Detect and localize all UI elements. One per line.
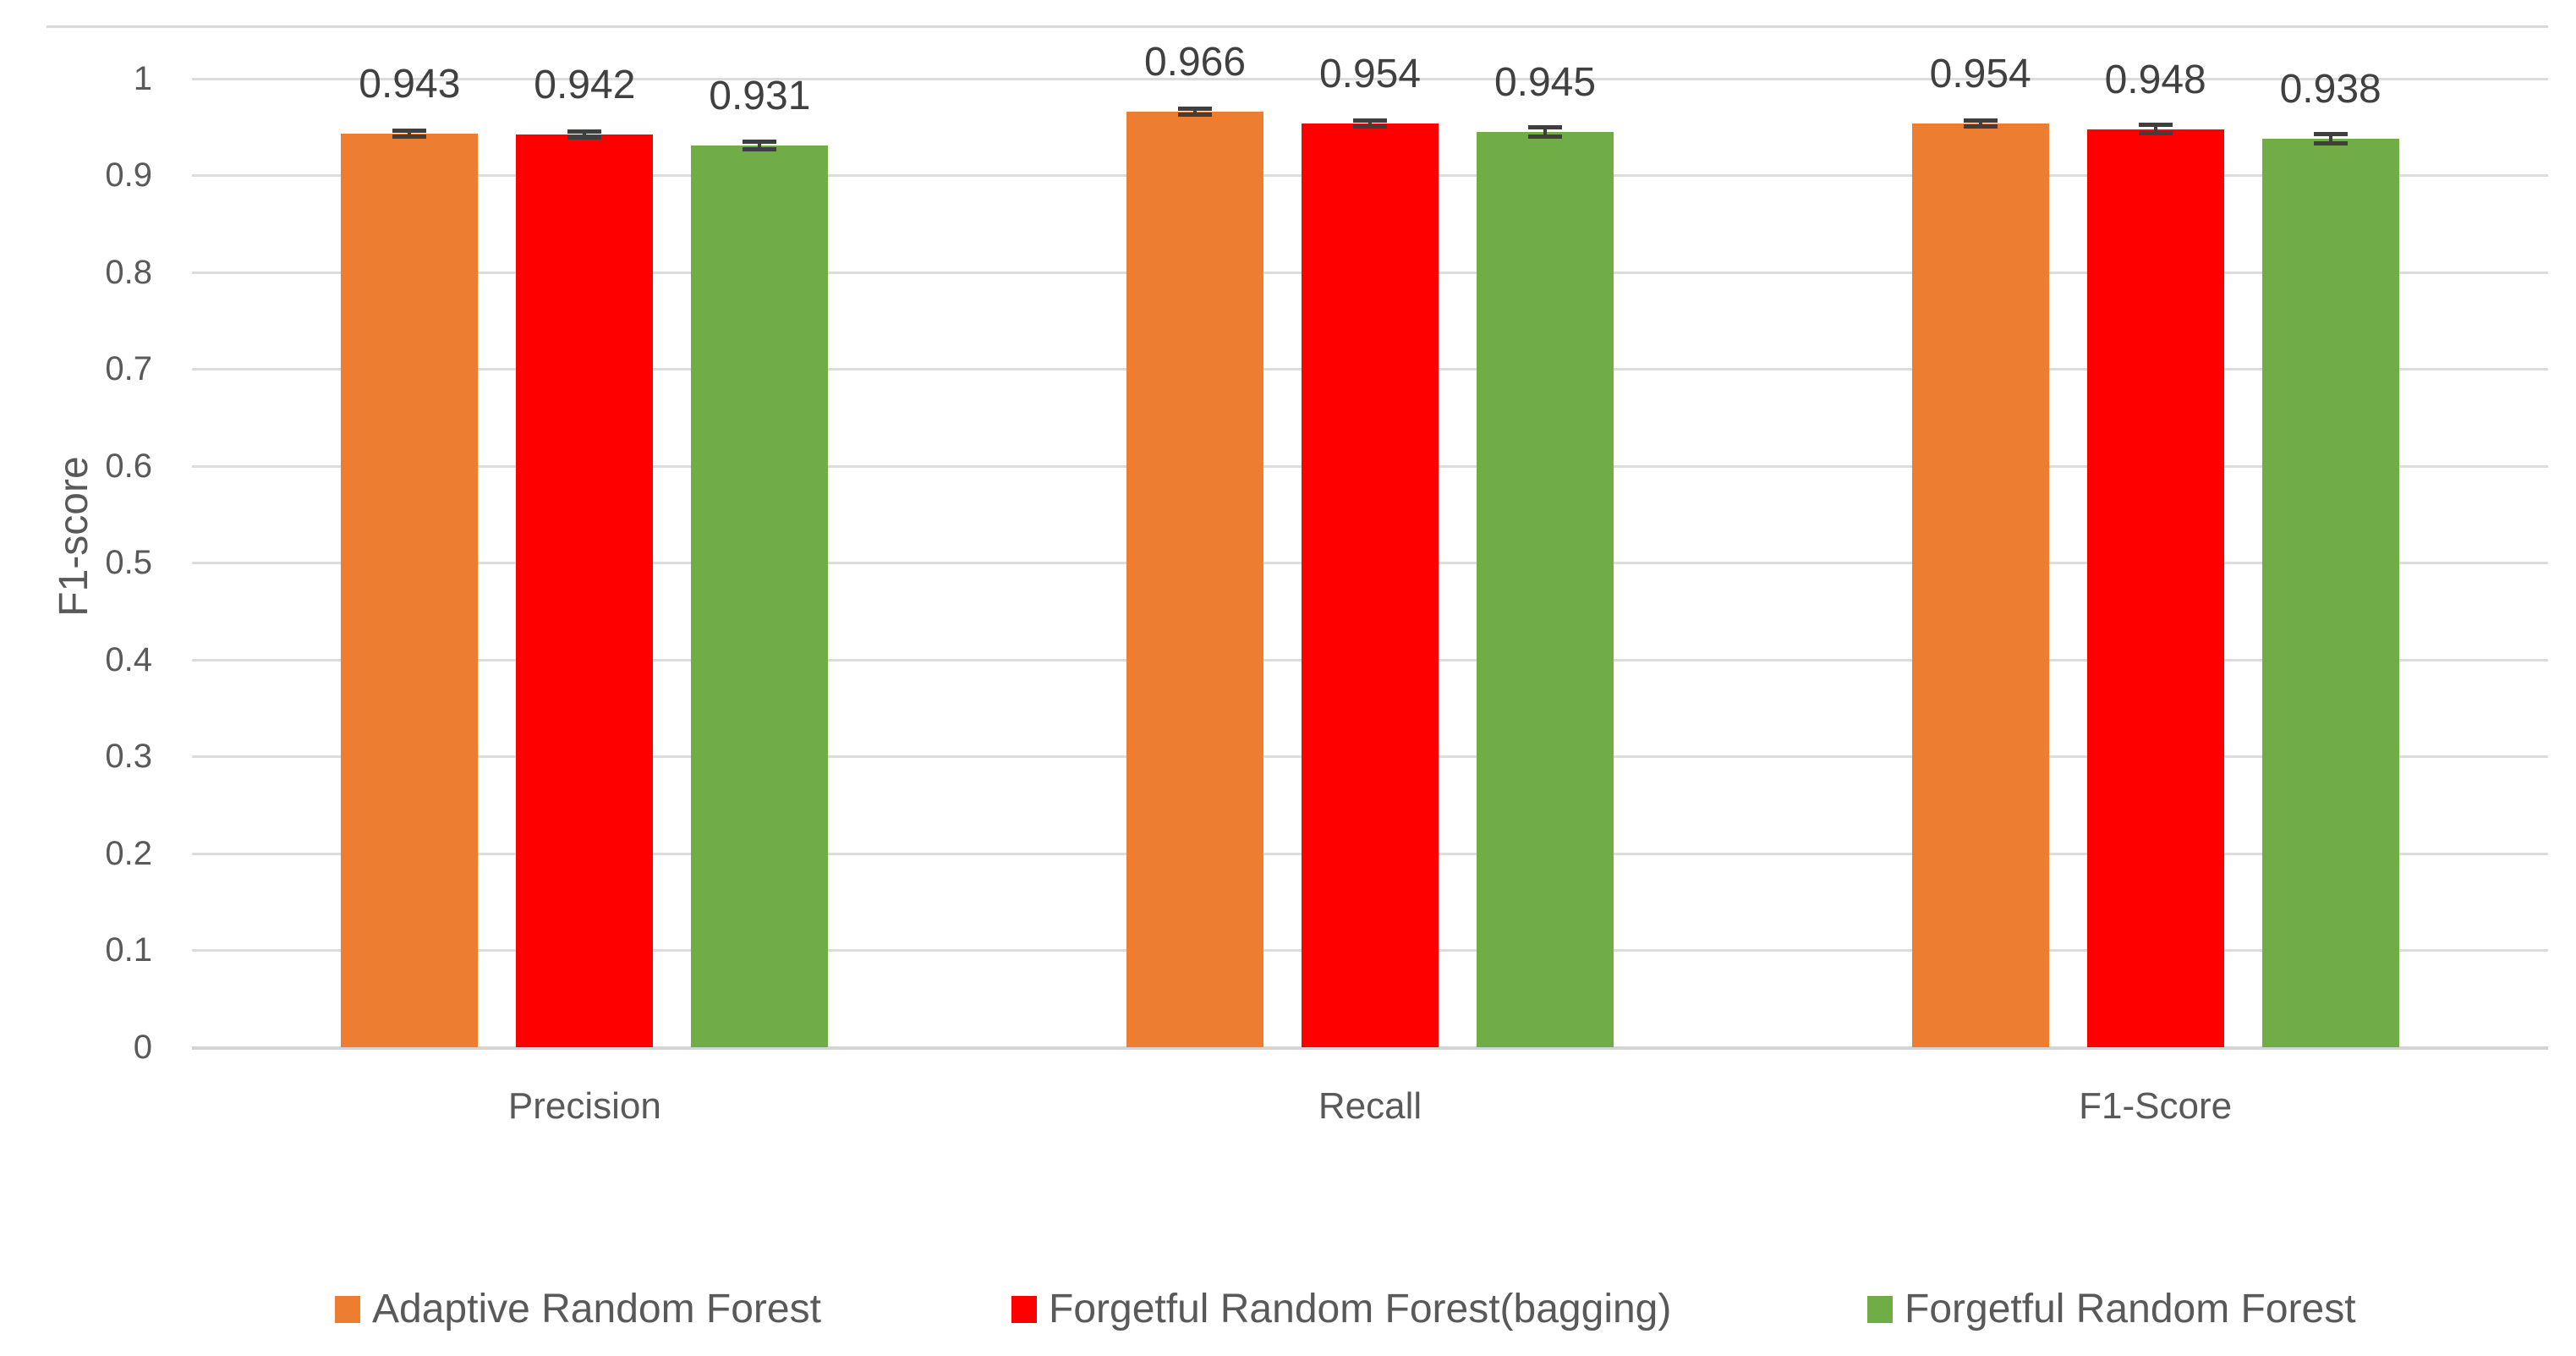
y-tick-label: 0.9 [105, 156, 152, 195]
error-bar-line [1978, 120, 1982, 127]
bar-forgetful-random-forest-f1-score [2261, 138, 2399, 1047]
bar-value-label: 0.931 [709, 73, 811, 118]
x-axis-line [192, 1046, 2548, 1050]
error-bar-bottom-cap [1353, 124, 1387, 129]
legend-label: Forgetful Random Forest(bagging) [1049, 1287, 1672, 1331]
bar-value-label: 0.943 [359, 62, 461, 107]
legend-label: Adaptive Random Forest [372, 1287, 821, 1331]
error-bar-top-cap [743, 139, 777, 144]
legend-item-adaptive-random-forest: Adaptive Random Forest [335, 1284, 821, 1335]
gridline [192, 77, 2548, 80]
bar-forgetful-random-forest-bagging-f1-score [2086, 129, 2224, 1047]
error-bar-line [1193, 108, 1197, 115]
y-tick-label: 0.2 [105, 834, 152, 872]
error-bar-bottom-cap [2138, 130, 2173, 135]
error-bar-line [2153, 124, 2157, 134]
error-bar-bottom-cap [392, 135, 427, 140]
error-bar-top-cap [567, 129, 602, 135]
error-bar-line [758, 141, 762, 150]
error-bar-top-cap [2138, 123, 2173, 128]
error-bar-top-cap [1353, 118, 1387, 123]
bar-forgetful-random-forest-bagging-recall [1302, 123, 1439, 1047]
y-tick-label: 0.8 [105, 253, 152, 291]
y-tick-label: 0.4 [105, 640, 152, 678]
y-tick-label: 0.5 [105, 544, 152, 582]
x-category-label-precision: Precision [507, 1085, 661, 1127]
error-bar-bottom-cap [1963, 124, 1998, 129]
legend-item-forgetful-random-forest-bagging: Forgetful Random Forest(bagging) [1011, 1284, 1671, 1335]
bar-value-label: 0.954 [1318, 51, 1422, 96]
y-tick-label: 1 [133, 59, 152, 97]
y-tick-label: 0.1 [105, 931, 152, 969]
error-bar-top-cap [1963, 118, 1998, 123]
y-tick-label: 0 [133, 1029, 152, 1066]
bar-value-label: 0.948 [2104, 57, 2206, 102]
error-bar-top-cap [2313, 131, 2348, 136]
bar-value-label: 0.945 [1494, 59, 1597, 105]
legend-swatch-forgetful-random-forest-bagging [1011, 1296, 1037, 1323]
bar-value-label: 0.966 [1143, 39, 1247, 85]
bar-adaptive-random-forest-precision [341, 134, 479, 1047]
y-tick-label: 0.3 [105, 738, 152, 776]
y-tick-label: 0.6 [105, 447, 152, 485]
error-bar-bottom-cap [567, 135, 602, 140]
legend-item-forgetful-random-forest: Forgetful Random Forest [1867, 1284, 2356, 1335]
bar-forgetful-random-forest-bagging-precision [516, 135, 654, 1047]
legend-swatch-adaptive-random-forest [335, 1296, 360, 1323]
bar-adaptive-random-forest-f1-score [1911, 123, 2049, 1047]
error-bar-top-cap [392, 129, 427, 134]
bar-forgetful-random-forest-recall [1477, 131, 1614, 1047]
error-bar-bottom-cap [2313, 141, 2348, 146]
error-bar-line [1368, 120, 1372, 127]
error-bar-bottom-cap [1528, 135, 1562, 140]
y-tick-label: 0.7 [105, 350, 152, 388]
error-bar-line [1543, 127, 1547, 137]
error-bar-top-cap [1528, 124, 1562, 129]
legend-label: Forgetful Random Forest [1905, 1287, 2356, 1331]
error-bar-bottom-cap [1178, 112, 1212, 117]
error-bar-line [583, 131, 587, 138]
bar-value-label: 0.938 [2279, 66, 2381, 112]
bar-forgetful-random-forest-precision [691, 145, 829, 1047]
bar-value-label: 0.954 [1929, 51, 2031, 96]
chart-area-top-border [47, 25, 2548, 28]
error-bar-bottom-cap [743, 147, 777, 152]
error-bar-top-cap [1178, 106, 1212, 111]
bar-value-label: 0.942 [534, 63, 636, 108]
legend-swatch-forgetful-random-forest [1867, 1296, 1893, 1323]
error-bar-line [2328, 134, 2332, 144]
x-category-label-f1-score: F1-Score [2079, 1085, 2233, 1127]
error-bar-line [408, 130, 412, 137]
x-category-label-recall: Recall [1318, 1085, 1422, 1127]
bar-adaptive-random-forest-recall [1126, 111, 1263, 1047]
